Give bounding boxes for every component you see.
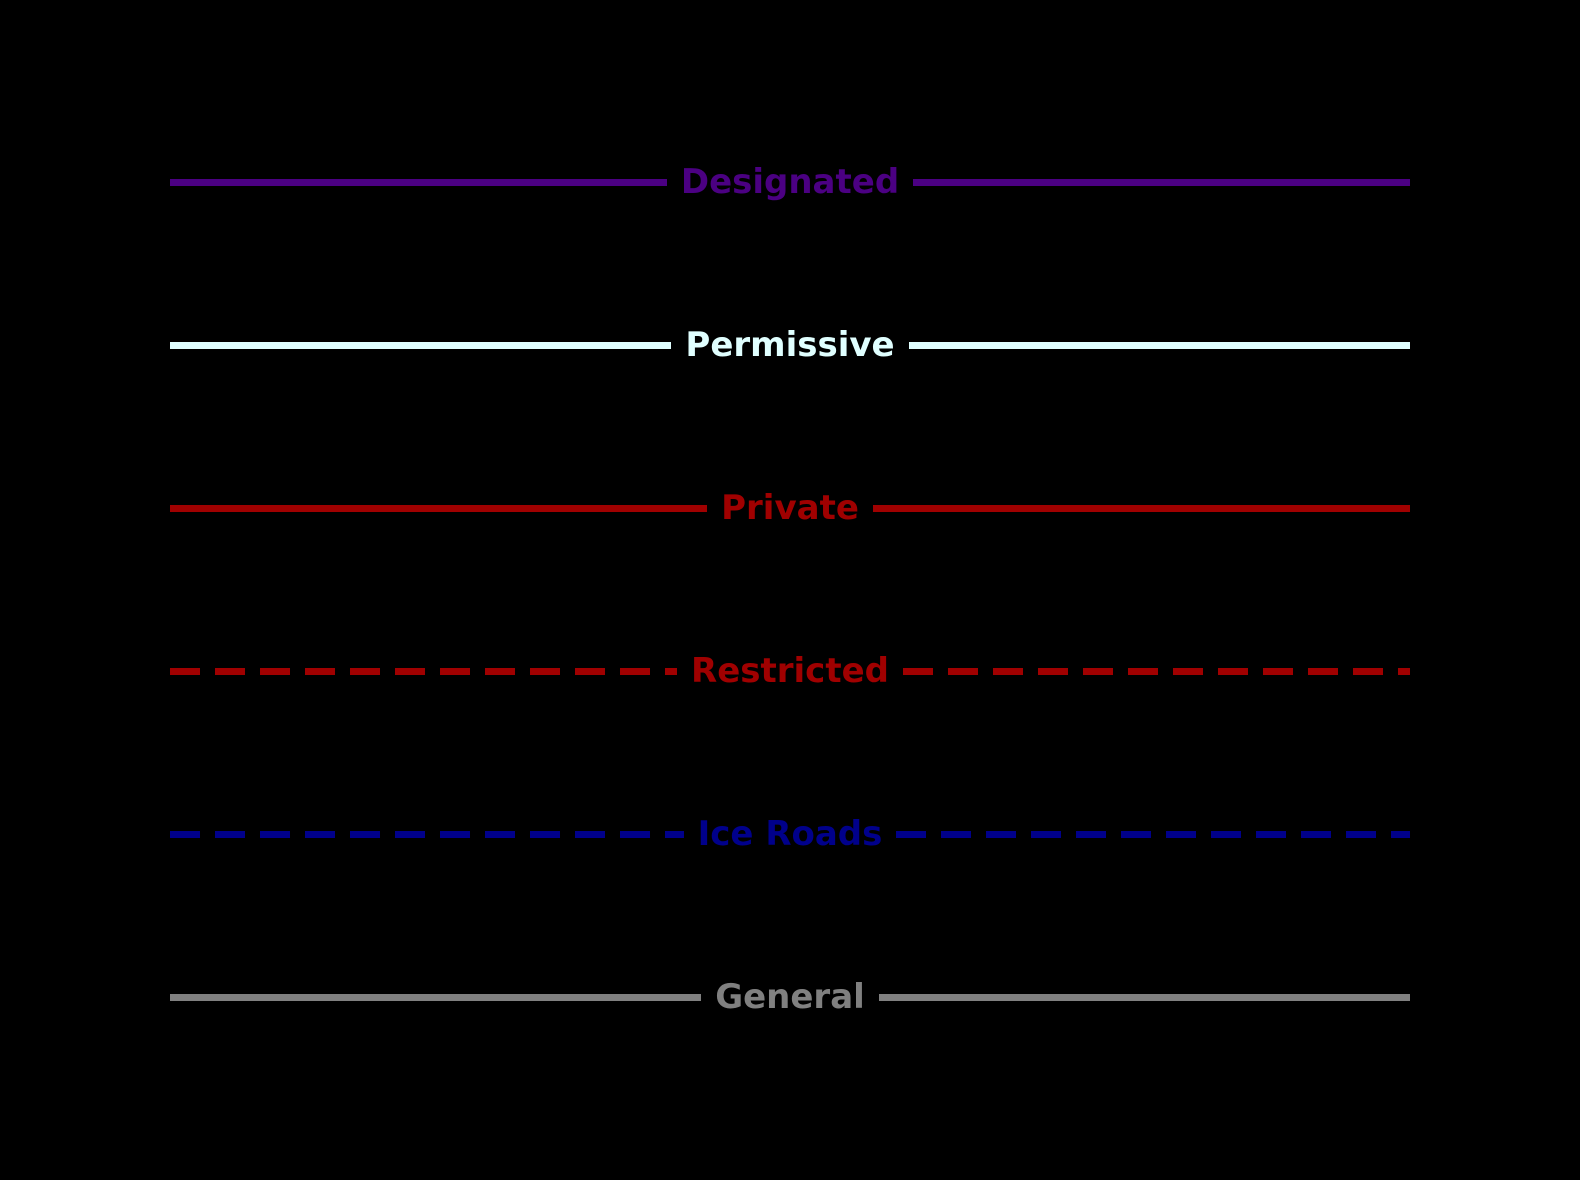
legend-label: Restricted [691,651,889,691]
legend-row-permissive: Permissive [170,315,1410,375]
legend-row-restricted: Restricted [170,641,1410,701]
legend-line-right [872,504,1411,512]
legend-label: General [715,977,865,1017]
legend-label: Private [721,488,859,528]
legend-line-right [908,341,1410,349]
legend-line-right [878,993,1411,1001]
legend-line-left [170,504,708,512]
legend-line-right [902,667,1410,675]
legend-label: Ice Roads [697,814,883,854]
legend-line-right [913,178,1410,186]
legend-row-designated: Designated [170,152,1410,212]
legend-row-ice-roads: Ice Roads [170,804,1411,864]
legend-row-private: Private [170,478,1411,538]
legend-row-general: General [170,967,1411,1027]
legend-line-right [896,830,1411,838]
legend-label: Designated [680,162,900,202]
legend-line-left [170,830,684,838]
legend-line-left [170,178,667,186]
legend-label: Permissive [685,325,895,365]
legend-line-left [170,993,702,1001]
legend-line-left [170,667,678,675]
legend-line-left [170,341,672,349]
